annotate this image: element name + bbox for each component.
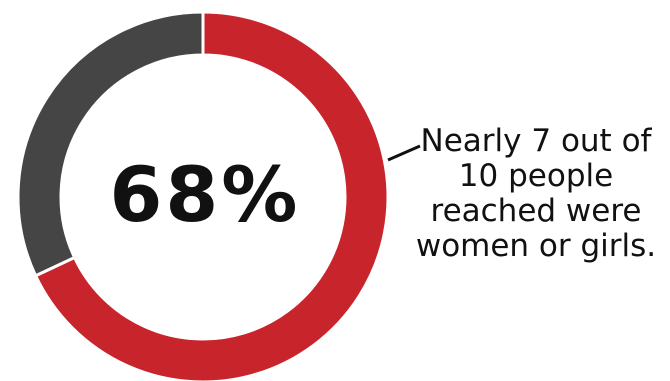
callout-line-1: Nearly 7 out of bbox=[420, 123, 652, 159]
callout-annotation: Nearly 7 out of 10 people reached were w… bbox=[408, 124, 664, 264]
callout-line-2: 10 people bbox=[458, 158, 614, 194]
donut-slice-remainder bbox=[16, 10, 205, 278]
callout-line-4: women or girls. bbox=[415, 228, 657, 264]
donut-slice-primary bbox=[33, 10, 390, 381]
callout-leader-line bbox=[387, 144, 421, 162]
center-percentage-label: 68% bbox=[109, 150, 301, 239]
donut-slices bbox=[16, 10, 390, 381]
callout-line-3: reached were bbox=[430, 193, 642, 229]
